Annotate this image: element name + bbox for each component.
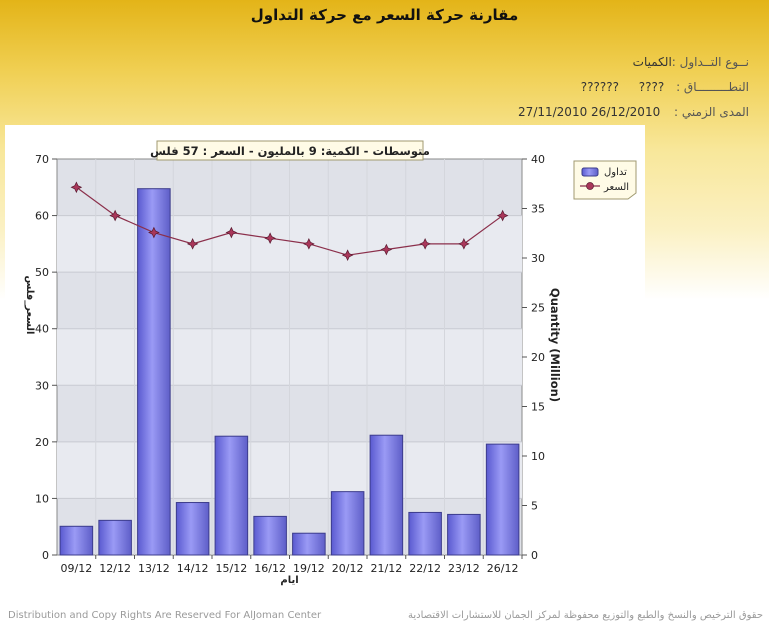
sector-value-2: ?????? bbox=[580, 80, 619, 94]
sector-row: النطـــــــــاق : ???? ?????? bbox=[581, 80, 749, 94]
right-axis-tick-label: 30 bbox=[531, 252, 545, 265]
price-line bbox=[76, 186, 503, 256]
trade-type-row: نــوع التــداول :الكميات bbox=[633, 55, 749, 69]
price-point bbox=[186, 238, 199, 250]
x-axis-tick-label: 12/12 bbox=[99, 562, 131, 575]
price-point bbox=[303, 238, 315, 250]
bar bbox=[408, 511, 442, 556]
left-axis-tick-label: 10 bbox=[35, 492, 49, 505]
legend-line-label: السعر bbox=[603, 182, 629, 193]
bar bbox=[59, 525, 94, 556]
chart-title-box bbox=[156, 140, 424, 161]
bar bbox=[98, 519, 132, 556]
sector-value-1: ???? bbox=[638, 80, 665, 94]
x-axis-tick-label: 23/12 bbox=[448, 562, 480, 575]
trade-type-value: الكميات bbox=[632, 55, 672, 69]
right-axis-tick-label: 40 bbox=[531, 153, 545, 166]
bar bbox=[214, 435, 249, 556]
price-point bbox=[225, 226, 238, 239]
price-point bbox=[264, 232, 276, 245]
price-point bbox=[109, 209, 121, 222]
footer-copyright-en: Distribution and Copy Rights Are Reserve… bbox=[8, 610, 322, 621]
bar bbox=[175, 502, 210, 556]
sector-label: النطـــــــــاق : bbox=[676, 80, 749, 94]
legend-bar-label: تداول bbox=[604, 167, 627, 178]
left-axis-tick-label: 20 bbox=[35, 436, 49, 449]
right-axis-tick-label: 10 bbox=[531, 450, 545, 463]
price-point bbox=[70, 181, 83, 194]
trade-type-label: نــوع التــداول : bbox=[671, 55, 749, 69]
left-axis-tick-label: 50 bbox=[35, 266, 49, 279]
period-label: المدى الزمني : bbox=[674, 105, 749, 119]
x-axis-tick-label: 09/12 bbox=[61, 562, 93, 575]
price-point bbox=[419, 238, 431, 250]
chart-title: متوسطات - الكمية: 9 بالمليون - السعر : 5… bbox=[150, 144, 430, 159]
x-axis-tick-label: 20/12 bbox=[332, 562, 364, 575]
period-row: المدى الزمني : 26/12/2010 27/11/2010 bbox=[518, 105, 749, 119]
right-axis-tick-label: 15 bbox=[531, 401, 545, 414]
bar bbox=[447, 513, 481, 556]
left-axis-tick-label: 70 bbox=[35, 153, 49, 166]
price-point bbox=[380, 243, 393, 256]
legend-bar-swatch bbox=[581, 167, 599, 177]
page-title: مقارنة حركة السعر مع حركة التداول bbox=[250, 6, 519, 24]
x-axis-tick-label: 21/12 bbox=[371, 562, 403, 575]
left-axis-tick-label: 40 bbox=[35, 323, 49, 336]
price-point bbox=[148, 226, 160, 239]
left-axis-tick-label: 0 bbox=[42, 549, 49, 562]
bar bbox=[137, 188, 171, 556]
left-axis-tick-label: 30 bbox=[35, 379, 49, 392]
x-axis-tick-label: 13/12 bbox=[138, 562, 170, 575]
right-axis-tick-label: 35 bbox=[531, 203, 545, 216]
price-point bbox=[341, 249, 354, 261]
period-value: 26/12/2010 27/11/2010 bbox=[518, 105, 661, 119]
bar bbox=[330, 491, 365, 556]
price-point bbox=[496, 209, 509, 222]
right-axis-tick-label: 25 bbox=[531, 302, 545, 315]
left-axis-label: السعر_فلس bbox=[24, 276, 35, 335]
bar bbox=[292, 532, 326, 556]
bar bbox=[253, 515, 287, 556]
x-axis-tick-label: 26/12 bbox=[487, 562, 519, 575]
x-axis-tick-label: 16/12 bbox=[254, 562, 286, 575]
x-axis-label: ايام bbox=[280, 575, 298, 586]
x-axis-tick-label: 19/12 bbox=[293, 562, 325, 575]
right-axis-tick-label: 20 bbox=[531, 351, 545, 364]
bar bbox=[369, 434, 404, 556]
x-axis-tick-label: 15/12 bbox=[216, 562, 248, 575]
right-axis-tick-label: 0 bbox=[531, 549, 538, 562]
bar bbox=[485, 443, 520, 556]
x-axis-tick-label: 22/12 bbox=[409, 562, 441, 575]
combo-chart: 0 10 20 30 40 50 60 70 0 5 10 15 20 25 30 35 40 09/12 12/1… bbox=[24, 140, 637, 586]
right-axis-tick-label: 5 bbox=[531, 500, 538, 513]
footer-copyright-ar: حقوق الترخيص والنسخ والطبع والتوزيع محفو… bbox=[407, 610, 763, 621]
legend-line-marker bbox=[586, 182, 594, 190]
x-axis-tick-label: 14/12 bbox=[177, 562, 209, 575]
right-axis-label: Quantity (Million) bbox=[548, 288, 562, 402]
left-axis-tick-label: 60 bbox=[35, 210, 49, 223]
chart-panel: 0 10 20 30 40 50 60 70 0 5 10 15 20 25 30 35 40 09/12 12/1… bbox=[5, 125, 645, 593]
price-point bbox=[458, 238, 470, 250]
